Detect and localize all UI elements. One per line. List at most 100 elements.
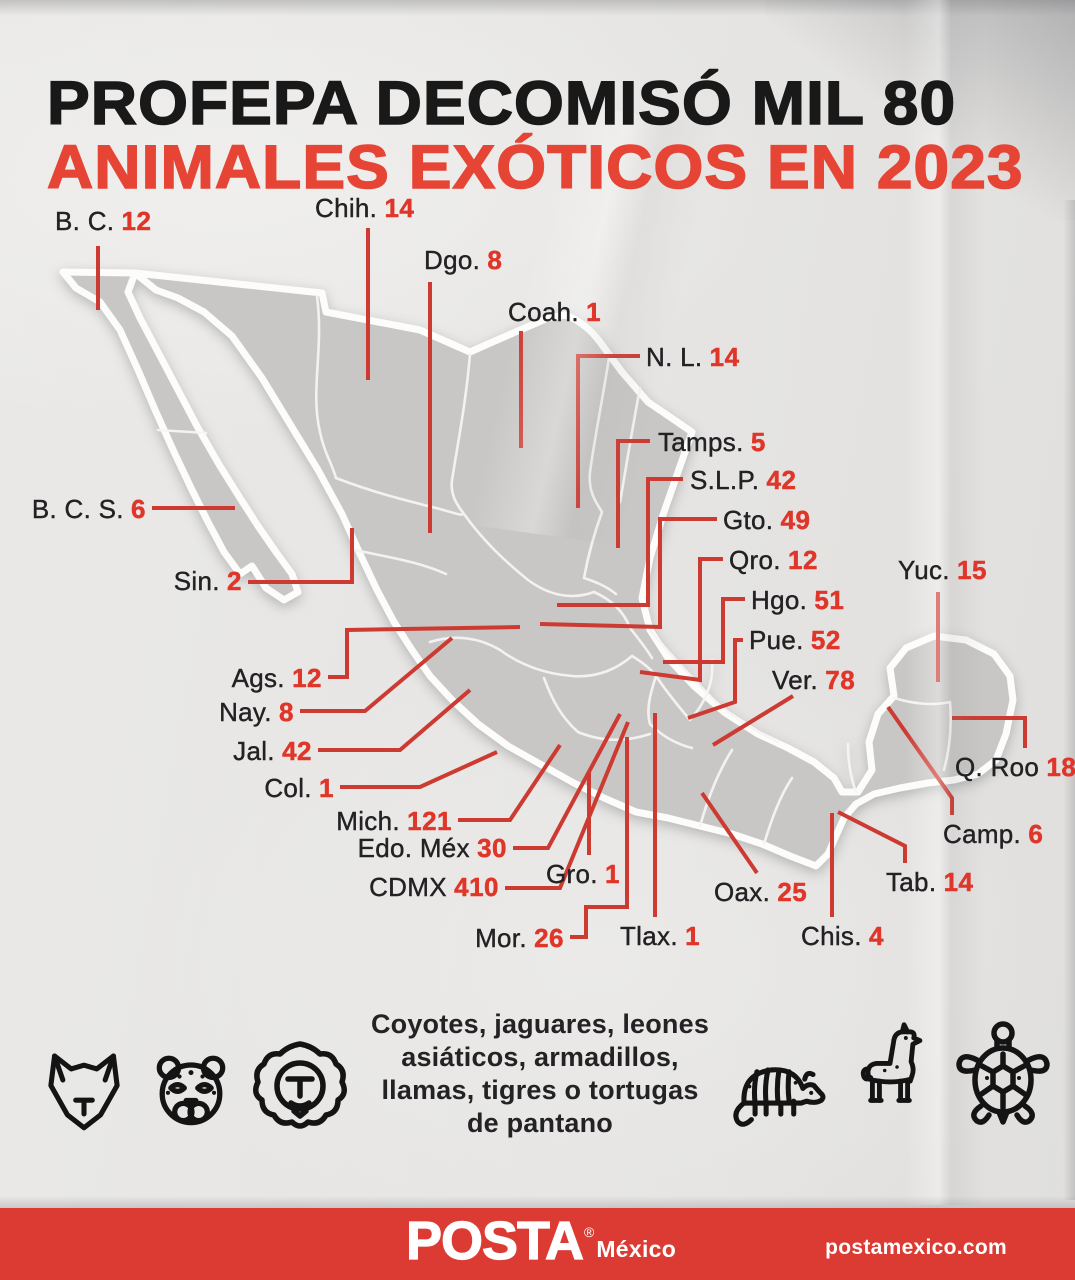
headline-line-2: ANIMALES EXÓTICOS EN 2023 [46, 132, 1024, 201]
state-value: 42 [766, 465, 797, 496]
llama-icon [846, 1020, 934, 1136]
state-value: 18 [1046, 752, 1075, 783]
posta-wordmark: POSTA [405, 1211, 584, 1271]
state-abbr: Jal. [233, 736, 275, 766]
leader-line-mich [458, 743, 562, 822]
state-abbr: Ags. [231, 663, 285, 693]
paper-bottom-shadow [0, 1196, 1075, 1208]
state-abbr: Hgo. [751, 585, 808, 615]
leader-line-nl [576, 354, 640, 508]
state-label-bc: B. C. 12 [55, 206, 152, 237]
state-abbr: Chih. [315, 193, 378, 223]
state-abbr: Q. Roo [955, 752, 1040, 782]
state-label-pue: Pue. 52 [749, 625, 841, 656]
leader-line-oax [700, 791, 759, 875]
posta-logo: POSTA ® México [405, 1211, 676, 1271]
state-label-cdmx: CDMX 410 [369, 872, 499, 903]
leader-line-tamps [616, 439, 650, 548]
state-abbr: Chis. [801, 921, 862, 951]
state-value: 8 [279, 697, 294, 728]
state-value: 8 [487, 245, 503, 276]
state-value: 410 [454, 872, 499, 903]
state-label-mich: Mich. 121 [336, 806, 452, 837]
leader-line-tab [837, 810, 907, 863]
leader-line-ver [711, 694, 795, 747]
state-abbr: Pue. [749, 625, 804, 655]
leader-line-camp [886, 705, 954, 815]
state-value: 49 [780, 505, 811, 536]
state-label-gro: Gro. 1 [546, 859, 620, 890]
state-value: 4 [868, 921, 884, 952]
animal-species-note: Coyotes, jaguares, leones asiáticos, arm… [358, 1008, 722, 1140]
state-abbr: Sin. [173, 566, 220, 596]
state-abbr: Gto. [723, 505, 774, 535]
website-url: postamexico.com [825, 1236, 1007, 1259]
state-label-bcs: B. C. S. 6 [31, 494, 146, 525]
state-value: 1 [685, 921, 701, 952]
state-value: 52 [810, 625, 841, 656]
state-value: 78 [825, 665, 856, 696]
state-abbr: Mich. [336, 806, 400, 836]
state-abbr: Col. [264, 773, 312, 803]
state-abbr: Camp. [943, 819, 1022, 849]
coyote-icon [38, 1042, 130, 1140]
leader-line-gto [539, 517, 717, 630]
state-abbr: Oax. [714, 877, 771, 907]
state-label-chis: Chis. 4 [801, 921, 884, 952]
state-abbr: Edo. Méx [357, 833, 470, 863]
state-abbr: B. C. [55, 206, 115, 236]
state-label-col: Col. 1 [264, 773, 334, 804]
state-label-nl: N. L. 14 [646, 342, 740, 373]
state-label-camp: Camp. 6 [943, 819, 1043, 850]
state-abbr: Tamps. [658, 427, 744, 457]
state-label-jal: Jal. 42 [233, 736, 312, 767]
headline: PROFEPA DECOMISÓ MIL 80 ANIMALES EXÓTICO… [46, 70, 1024, 201]
state-label-ags: Ags. 12 [231, 663, 322, 694]
state-abbr: S.L.P. [690, 465, 760, 495]
state-label-oax: Oax. 25 [714, 877, 808, 908]
state-value: 15 [957, 555, 987, 586]
note-line-1: Coyotes, jaguares, leones [370, 1009, 710, 1039]
state-value: 1 [319, 773, 334, 804]
state-value: 6 [131, 494, 146, 525]
state-abbr: Qro. [729, 545, 781, 575]
state-value: 26 [534, 923, 564, 954]
registered-trademark-icon: ® [584, 1224, 595, 1240]
state-abbr: Gro. [546, 859, 598, 889]
state-value: 25 [777, 877, 808, 908]
leader-line-hgo [663, 597, 745, 664]
state-label-chih: Chih. 14 [315, 193, 415, 224]
leader-line-sin [248, 528, 354, 584]
state-value: 14 [384, 193, 415, 224]
leader-line-col [340, 750, 498, 789]
state-label-hgo: Hgo. 51 [751, 585, 844, 616]
state-abbr: Tab. [886, 867, 937, 897]
state-label-slp: S.L.P. 42 [690, 465, 797, 496]
state-abbr: B. C. S. [31, 494, 124, 524]
state-label-qroo: Q. Roo 18 [955, 752, 1075, 783]
state-value: 2 [227, 566, 242, 597]
state-label-nay: Nay. 8 [219, 697, 294, 728]
state-value: 42 [282, 736, 312, 767]
leader-line-mor [570, 737, 629, 939]
leader-line-edomex [513, 713, 622, 850]
state-label-gto: Gto. 49 [723, 505, 811, 536]
state-abbr: Mor. [475, 923, 527, 953]
state-label-tab: Tab. 14 [886, 867, 974, 898]
baja-california-shape [59, 268, 302, 604]
leader-line-nay [300, 636, 454, 713]
state-label-sin: Sin. 2 [173, 566, 242, 597]
footer-bar: POSTA ® México postamexico.com [0, 1208, 1075, 1280]
state-label-tamps: Tamps. 5 [658, 427, 766, 458]
state-value: 14 [943, 867, 974, 898]
state-abbr: N. L. [646, 342, 703, 372]
lion-icon [250, 1032, 350, 1140]
paper-crease-right-edge [1063, 200, 1075, 1200]
state-value: 12 [121, 206, 152, 237]
state-value: 14 [709, 342, 740, 373]
turtle-icon [952, 1020, 1054, 1138]
state-abbr: CDMX [369, 872, 447, 902]
state-abbr: Yuc. [898, 555, 950, 585]
note-line-2: asiáticos, armadillos, [401, 1042, 679, 1072]
leader-line-jal [318, 688, 472, 752]
